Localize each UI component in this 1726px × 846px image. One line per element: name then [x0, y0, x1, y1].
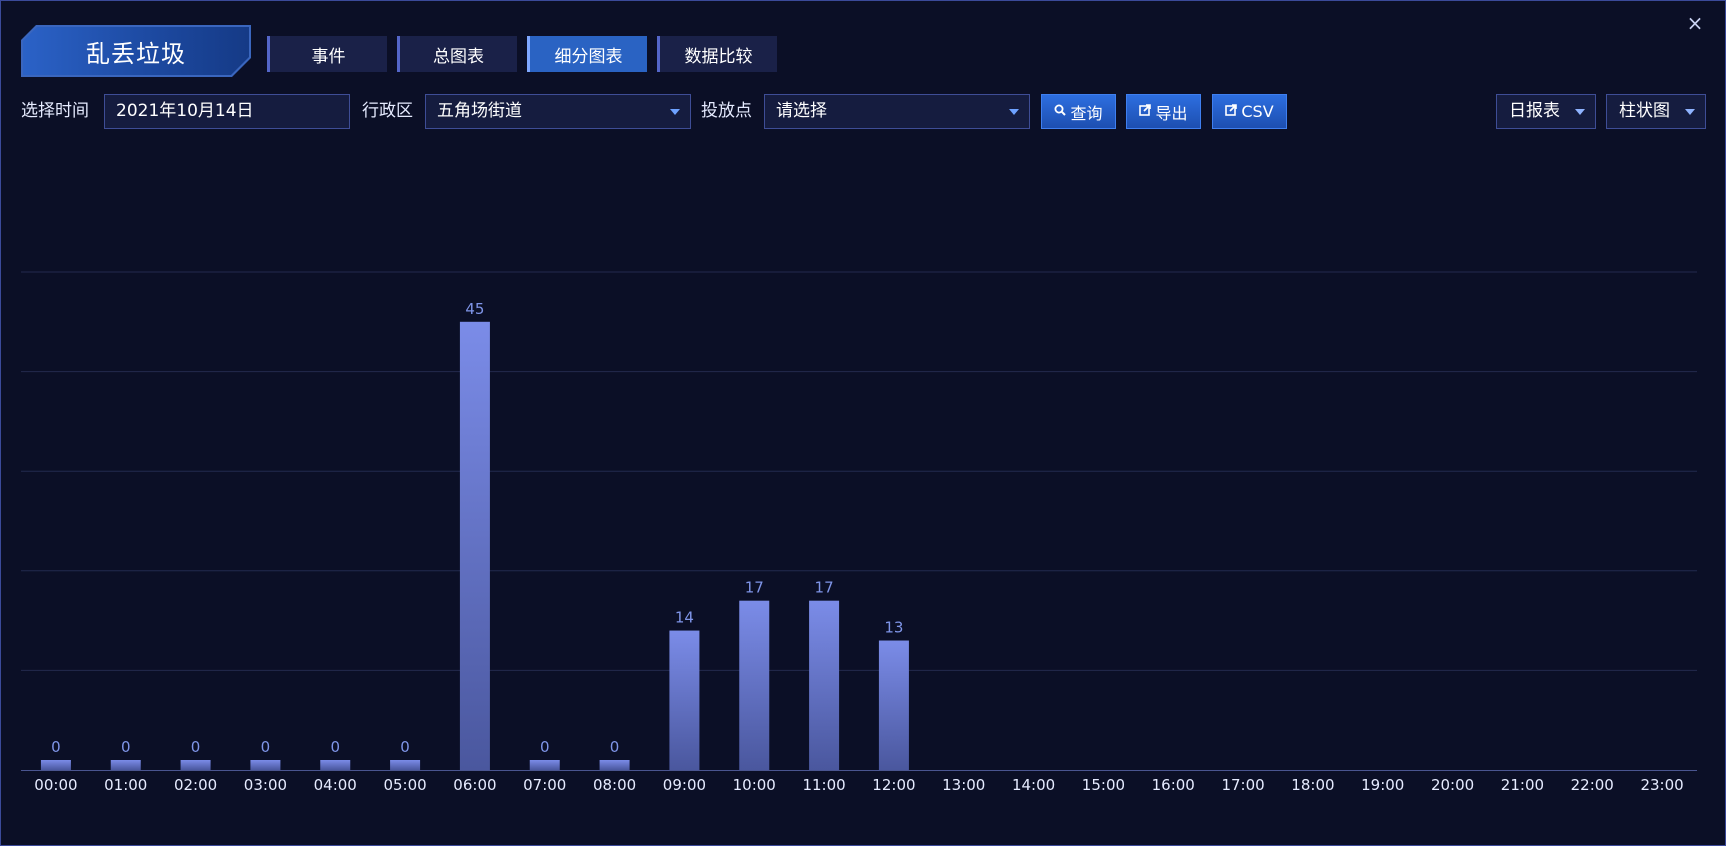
bar[interactable]: [669, 630, 700, 770]
point-select-placeholder: 请选择: [776, 101, 827, 121]
bar[interactable]: [459, 321, 490, 770]
close-icon[interactable]: ×: [1686, 11, 1704, 35]
x-tick-label: 21:00: [1501, 776, 1544, 794]
x-axis: 00:00 01:00 02:00 03:00 04:00 05:00 06:00 07:00…: [34, 776, 1683, 794]
time-label: 选择时间: [21, 101, 89, 121]
chart-type-select[interactable]: 柱状图: [1606, 94, 1706, 129]
filter-toolbar: 选择时间 2021年10月14日 行政区 五角场街道 投放点 请选择 查询 导出: [21, 94, 1707, 129]
x-tick-label: 18:00: [1291, 776, 1334, 794]
external-link-icon: [1225, 104, 1238, 119]
x-tick-label: 04:00: [314, 776, 357, 794]
bar[interactable]: [390, 760, 421, 770]
csv-button-label: CSV: [1241, 102, 1274, 121]
bar-value-label: 0: [610, 738, 620, 756]
x-tick-label: 20:00: [1431, 776, 1474, 794]
x-tick-label: 12:00: [872, 776, 915, 794]
export-button-label: 导出: [1155, 103, 1188, 123]
x-tick-label: 06:00: [453, 776, 496, 794]
csv-button[interactable]: CSV: [1212, 94, 1287, 129]
x-tick-label: 15:00: [1082, 776, 1125, 794]
x-tick-label: 00:00: [34, 776, 77, 794]
point-label: 投放点: [701, 101, 752, 121]
grid-lines: [21, 271, 1697, 771]
chevron-down-icon: [1575, 109, 1585, 115]
bars: [40, 321, 909, 770]
x-tick-label: 17:00: [1221, 776, 1264, 794]
x-tick-label: 05:00: [383, 776, 426, 794]
chevron-down-icon: [1009, 109, 1019, 115]
report-type-value: 日报表: [1509, 101, 1560, 121]
x-tick-label: 22:00: [1571, 776, 1614, 794]
district-select[interactable]: 五角场街道: [425, 94, 691, 129]
x-tick-label: 09:00: [663, 776, 706, 794]
report-type-select[interactable]: 日报表: [1496, 94, 1596, 129]
bar-value-label: 0: [121, 738, 131, 756]
bar[interactable]: [878, 640, 909, 770]
tab-detail-chart[interactable]: 细分图表: [527, 36, 647, 72]
x-tick-label: 19:00: [1361, 776, 1404, 794]
x-tick-label: 14:00: [1012, 776, 1055, 794]
bar-value-label: 0: [261, 738, 271, 756]
chart-type-value: 柱状图: [1619, 101, 1670, 121]
chevron-down-icon: [670, 109, 680, 115]
x-tick-label: 08:00: [593, 776, 636, 794]
chevron-down-icon: [1685, 109, 1695, 115]
bar[interactable]: [250, 760, 281, 770]
bar-value-label: 0: [51, 738, 61, 756]
bar[interactable]: [599, 760, 630, 770]
bar[interactable]: [739, 600, 770, 770]
page-title: 乱丢垃圾: [23, 27, 249, 75]
bar-value-label: 0: [540, 738, 550, 756]
bar[interactable]: [809, 600, 840, 770]
date-field[interactable]: 2021年10月14日: [104, 94, 350, 129]
x-tick-label: 13:00: [942, 776, 985, 794]
tab-bar: 事件 总图表 细分图表 数据比较: [267, 36, 777, 72]
tab-events[interactable]: 事件: [267, 36, 387, 72]
x-tick-label: 07:00: [523, 776, 566, 794]
bar[interactable]: [110, 760, 141, 770]
query-button-label: 查询: [1070, 103, 1103, 123]
bar[interactable]: [40, 760, 71, 770]
tab-data-compare[interactable]: 数据比较: [657, 36, 777, 72]
district-label: 行政区: [362, 101, 413, 121]
bar-value-label: 17: [815, 579, 834, 597]
bar-value-label: 13: [884, 619, 903, 637]
bar[interactable]: [320, 760, 351, 770]
search-icon: [1054, 104, 1067, 119]
bar-value-label: 14: [675, 609, 694, 627]
bar-value-label: 0: [191, 738, 201, 756]
tab-overall-chart[interactable]: 总图表: [397, 36, 517, 72]
bar[interactable]: [180, 760, 211, 770]
x-tick-label: 02:00: [174, 776, 217, 794]
data-labels: 0 0 0 0 0 0 45 0 0 14 17 17 13: [51, 300, 903, 756]
external-link-icon: [1139, 104, 1152, 119]
x-tick-label: 11:00: [802, 776, 845, 794]
point-select[interactable]: 请选择: [764, 94, 1030, 129]
x-tick-label: 10:00: [733, 776, 776, 794]
bar-value-label: 45: [465, 300, 484, 318]
export-button[interactable]: 导出: [1126, 94, 1201, 129]
x-tick-label: 01:00: [104, 776, 147, 794]
bar-value-label: 0: [400, 738, 410, 756]
bar[interactable]: [529, 760, 560, 770]
district-select-value: 五角场街道: [437, 101, 522, 121]
x-tick-label: 03:00: [244, 776, 287, 794]
query-button[interactable]: 查询: [1041, 94, 1116, 129]
x-tick-label: 23:00: [1640, 776, 1683, 794]
bar-value-label: 17: [745, 579, 764, 597]
x-tick-label: 16:00: [1152, 776, 1195, 794]
bar-value-label: 0: [330, 738, 340, 756]
